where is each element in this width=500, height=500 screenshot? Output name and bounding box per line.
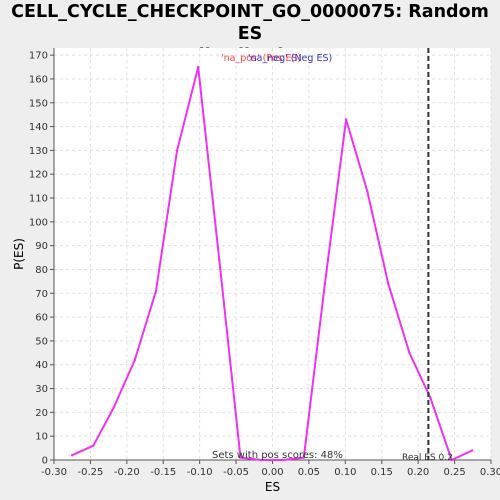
data-point — [323, 282, 327, 285]
data-point — [197, 65, 200, 69]
x-tick-label: 0.05 — [298, 467, 320, 478]
x-tick-label: -0.30 — [41, 467, 67, 478]
x-tick-label: -0.25 — [77, 467, 103, 478]
x-tick-label: -0.10 — [187, 467, 213, 478]
data-point — [260, 458, 263, 462]
y-tick-label: 110 — [29, 194, 48, 205]
x-tick-label: 0.30 — [480, 467, 500, 478]
data-point — [408, 351, 411, 355]
y-tick-label: 60 — [35, 313, 48, 324]
x-tick-label: -0.15 — [150, 467, 176, 478]
y-tick-label: 50 — [35, 336, 48, 347]
y-tick-label: 90 — [35, 241, 48, 252]
data-point — [112, 406, 115, 409]
data-point — [429, 396, 432, 400]
y-axis-label: P(ES) — [12, 238, 26, 270]
data-point — [239, 456, 242, 459]
x-tick-label: 0.10 — [334, 467, 356, 478]
data-point — [365, 189, 369, 193]
data-point — [344, 118, 348, 121]
x-tick-label: 0.20 — [407, 467, 429, 478]
real-es-label: Real ES 0.2 — [402, 453, 453, 463]
y-tick-label: 170 — [29, 51, 48, 62]
y-tick-label: 10 — [35, 432, 48, 443]
y-tick-label: 30 — [35, 384, 48, 395]
data-point — [470, 449, 474, 452]
pos-scores-annotation: Sets with pos scores: 48% — [212, 450, 343, 461]
data-point — [281, 458, 284, 462]
y-tick-label: 120 — [29, 170, 48, 181]
legend-pos-es: 'na_pos' (Pos ES) — [221, 53, 301, 64]
y-tick-label: 160 — [29, 74, 48, 85]
data-point — [133, 358, 137, 362]
data-point — [450, 458, 453, 462]
y-tick-label: 80 — [35, 265, 48, 276]
data-point — [154, 289, 158, 293]
x-tick-label: 0.00 — [261, 467, 283, 478]
legend-neg-es: 'na_neg' (Neg ES) — [248, 53, 332, 64]
x-tick-label: 0.25 — [443, 467, 465, 478]
data-point — [302, 456, 306, 459]
x-tick-label: -0.05 — [223, 467, 249, 478]
x-tick-label: 0.15 — [371, 467, 393, 478]
data-point — [92, 444, 95, 447]
x-axis-label: ES — [265, 480, 280, 494]
y-tick-label: 150 — [29, 98, 48, 109]
x-tick-label: -0.20 — [114, 467, 140, 478]
y-tick-label: 100 — [29, 217, 48, 228]
y-tick-label: 40 — [35, 360, 48, 371]
data-point — [218, 258, 221, 262]
y-tick-label: 70 — [35, 289, 48, 300]
y-tick-label: 140 — [29, 122, 48, 133]
data-point — [175, 149, 179, 152]
data-point — [71, 454, 74, 457]
y-tick-label: 20 — [35, 408, 48, 419]
y-tick-label: 0 — [42, 456, 48, 467]
title-line-1: CELL_CYCLE_CHECKPOINT_GO_0000075: Random… — [11, 2, 489, 44]
data-point — [387, 282, 390, 285]
y-tick-label: 130 — [29, 146, 48, 157]
es-distribution-line — [71, 66, 473, 461]
